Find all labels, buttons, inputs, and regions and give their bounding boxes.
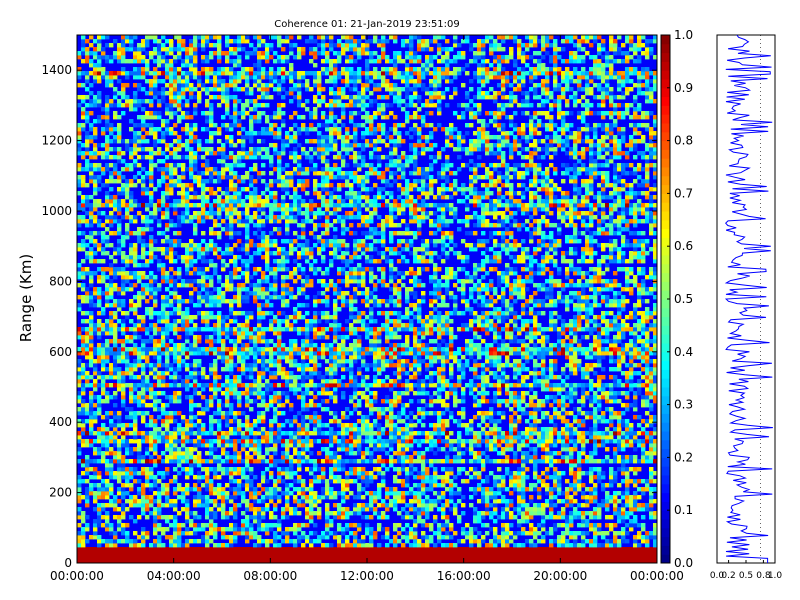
colorbar-tick-label: 1.0 (674, 28, 693, 42)
x-tick-label: 00:00:00 (50, 569, 104, 583)
colorbar-tick-label: 0.2 (674, 450, 693, 464)
y-tick-label: 1200 (41, 134, 72, 148)
colorbar-tick-label: 0.3 (674, 398, 693, 412)
y-tick-label: 600 (49, 345, 72, 359)
x-tick-label: 16:00:00 (437, 569, 491, 583)
colorbar-tick-label: 0.4 (674, 345, 693, 359)
profile-line (724, 34, 773, 563)
colorbar (661, 35, 670, 564)
colorbar-tick-label: 0.7 (674, 186, 693, 200)
colorbar-ticks: 0.0 0.1 0.2 0.3 0.4 0.5 0.6 0.7 0.8 0.9 1.0 (667, 28, 693, 570)
x-tick-label: 20:00:00 (533, 569, 587, 583)
x-tick-label: 08:00:00 (243, 569, 297, 583)
x-tick-label: 00:00:00 (630, 569, 684, 583)
coherence-heatmap (77, 35, 658, 564)
profile-x-tick-label: 0.5 (739, 571, 753, 581)
x-tick-label: 12:00:00 (340, 569, 394, 583)
colorbar-tick-label: 0.9 (674, 81, 693, 95)
colorbar-tick-label: 0.0 (674, 556, 693, 570)
x-axis: 00:00:00 04:00:00 08:00:00 12:00:00 16:00:00… (50, 35, 684, 583)
y-tick-label: 400 (49, 415, 72, 429)
profile-x-tick-label: 0.2 (721, 571, 735, 581)
y-tick-label: 200 (49, 486, 72, 500)
colorbar-tick-label: 0.6 (674, 239, 693, 253)
y-tick-label: 1400 (41, 63, 72, 77)
profile-x-tick-label: 0.8 (756, 571, 771, 581)
y-tick-label: 800 (49, 274, 72, 288)
y-tick-label: 0 (64, 556, 72, 570)
y-axis-label: Range (Km) (17, 254, 35, 342)
colorbar-tick-label: 0.1 (674, 503, 693, 517)
profile-x-tick-label: 1.0 (768, 571, 783, 581)
y-axis: 0 200 400 600 800 1000 1200 1400 (41, 63, 657, 570)
profile-x-axis: 0.00.2 0.5 0.81.0 (710, 560, 783, 581)
profile-x-tick-label: 0.0 (710, 571, 725, 581)
colorbar-tick-label: 0.8 (674, 134, 693, 148)
x-tick-label: 04:00:00 (147, 569, 201, 583)
chart-title: Coherence 01: 21-Jan-2019 23:51:09 (274, 19, 460, 30)
colorbar-tick-label: 0.5 (674, 292, 693, 306)
y-tick-label: 1000 (41, 204, 72, 218)
